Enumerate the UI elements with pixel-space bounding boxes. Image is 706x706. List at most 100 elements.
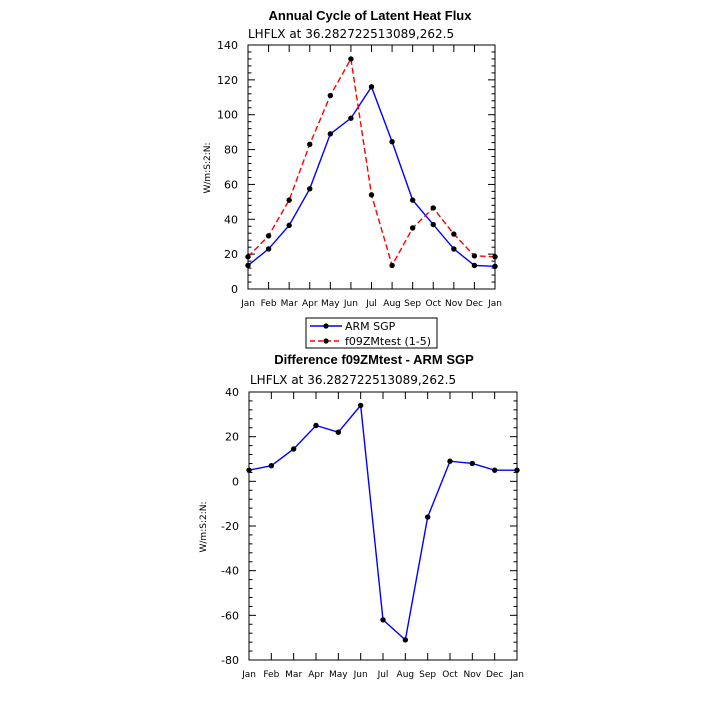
data-point-0-may: [327, 131, 334, 137]
y-tick-label: 80: [224, 144, 238, 157]
x-tick-label-jul: Jul: [377, 670, 389, 680]
data-point-1-feb: [265, 233, 272, 239]
y-tick-label: 20: [224, 248, 238, 261]
data-point-0-feb: [268, 463, 275, 469]
x-tick-label-dec: Dec: [486, 670, 503, 680]
data-point-0-may: [335, 429, 342, 435]
x-tick-label-oct: Oct: [425, 299, 441, 309]
x-tick-label-dec: Dec: [466, 299, 483, 309]
y-axis-label: W/m:S:2:N:: [203, 143, 213, 194]
data-point-1-oct: [430, 205, 436, 211]
data-point-0-dec: [471, 262, 478, 269]
x-tick-label-mar: Mar: [285, 670, 302, 680]
data-point-0-apr: [313, 422, 319, 429]
series-layer: [246, 402, 520, 643]
y-tick-label: 60: [224, 178, 238, 191]
x-tick-label-feb: Feb: [263, 670, 279, 680]
legend-marker-arm: [323, 323, 329, 329]
data-point-0-feb: [265, 246, 272, 252]
y-tick-label: -60: [221, 609, 239, 622]
series-layer: [245, 56, 498, 270]
y-tick-label: 140: [217, 39, 238, 52]
series-line-1: [247, 56, 496, 268]
y-tick-label: 40: [225, 386, 239, 399]
x-tick-label-jan: Jan: [241, 670, 256, 680]
y-tick-label: 120: [217, 74, 238, 87]
data-point-1-sep: [409, 225, 416, 231]
x-tick-label-jun: Jun: [353, 670, 368, 680]
data-point-0-nov: [469, 460, 476, 467]
data-point-1-aug: [389, 262, 395, 269]
x-tick-label-mar: Mar: [281, 299, 298, 309]
series-line-0: [247, 85, 496, 268]
data-point-1-jan: [492, 254, 498, 260]
x-tick-label-aug: Aug: [383, 299, 401, 309]
y-tick-label: 0: [231, 283, 238, 296]
data-point-1-dec: [471, 253, 478, 259]
data-point-1-jan: [245, 254, 251, 260]
series-line-0: [248, 403, 517, 642]
data-point-0-dec: [491, 467, 498, 473]
axes-frame: -80 -60 -40 -20 0 20 40 Jan Feb Mar Apr May Jun Jul Au…: [221, 386, 524, 680]
x-tick-label-feb: Feb: [261, 299, 277, 309]
x-tick-label-jan: Jan: [509, 670, 524, 680]
chart-subtitle: LHFLX at 36.282722513089,262.5: [250, 373, 456, 387]
x-tick-label-nov: Nov: [464, 670, 482, 680]
y-tick-label: -80: [221, 654, 239, 667]
chart-annual-cycle: Annual Cycle of Latent Heat Flux LHFLX a…: [203, 8, 502, 349]
x-tick-label-jul: Jul: [365, 299, 377, 309]
data-point-0-oct: [430, 221, 436, 228]
data-point-1-nov: [451, 231, 457, 237]
data-point-1-may: [327, 92, 334, 99]
y-tick-label: 0: [232, 475, 239, 488]
data-point-0-aug: [402, 637, 409, 643]
legend-marker-model: [323, 338, 329, 344]
legend-label-arm: ARM SGP: [345, 320, 396, 333]
x-tick-label-jan: Jan: [240, 299, 255, 309]
data-point-1-mar: [286, 197, 292, 203]
x-tick-label-may: May: [321, 299, 340, 309]
data-point-0-oct: [447, 458, 453, 464]
data-point-0-mar: [290, 446, 297, 452]
x-tick-label-may: May: [329, 670, 348, 680]
x-tick-label-aug: Aug: [397, 670, 415, 680]
data-point-0-jul: [380, 617, 386, 623]
data-point-0-apr: [307, 186, 313, 192]
x-tick-label-apr: Apr: [308, 670, 324, 680]
legend: ARM SGP f09ZMtest (1-5): [305, 317, 438, 349]
y-tick-label: 40: [224, 213, 238, 226]
x-tick-label-jun: Jun: [343, 299, 358, 309]
data-point-0-jun: [348, 115, 354, 121]
y-tick-label: 20: [225, 431, 239, 444]
data-point-0-mar: [286, 222, 292, 229]
x-tick-label-nov: Nov: [445, 299, 463, 309]
x-tick-label-apr: Apr: [302, 299, 318, 309]
chart-title: Difference f09ZMtest - ARM SGP: [274, 352, 474, 367]
y-tick-label: -20: [221, 520, 239, 533]
data-point-1-jul: [368, 192, 375, 198]
chart-subtitle: LHFLX at 36.282722513089,262.5: [248, 27, 454, 41]
data-point-0-jul: [368, 84, 375, 90]
data-point-1-jun: [348, 56, 354, 62]
x-tick-label-oct: Oct: [442, 670, 458, 680]
data-point-0-aug: [389, 139, 395, 145]
y-tick-label: -40: [221, 565, 239, 578]
legend-box: [305, 317, 438, 349]
data-point-0-jan: [492, 263, 498, 270]
legend-label-model: f09ZMtest (1-5): [345, 335, 431, 348]
data-point-0-sep: [409, 197, 416, 203]
x-tick-label-sep: Sep: [404, 299, 421, 309]
chart-difference: Difference f09ZMtest - ARM SGP LHFLX at …: [199, 352, 524, 680]
axes-frame: 0 20 40 60 80 100 120 140 Jan Feb Mar Apr May Jun Jul A…: [217, 39, 502, 309]
data-point-0-jan: [514, 467, 520, 473]
y-tick-label: 100: [217, 109, 238, 122]
data-point-0-jun: [357, 402, 364, 409]
data-point-0-sep: [424, 514, 431, 520]
y-axis-label: W/m:S:2:N:: [199, 502, 209, 553]
chart-title: Annual Cycle of Latent Heat Flux: [269, 8, 473, 23]
data-point-0-nov: [451, 246, 457, 252]
x-tick-label-sep: Sep: [419, 670, 436, 680]
data-point-1-apr: [307, 141, 313, 148]
data-point-0-jan: [246, 467, 252, 473]
